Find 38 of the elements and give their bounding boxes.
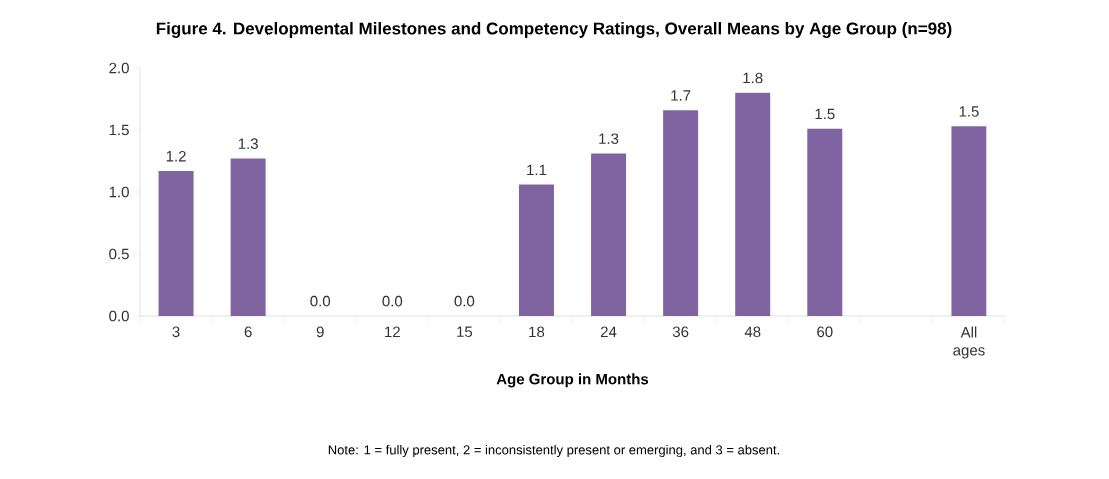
text: Note: 1 = fully present, 2 = inconsistently present or emerging, and 3 = absent. — [328, 444, 779, 458]
data-label: 1.3 — [599, 133, 619, 145]
y-tick-label: 0.0 — [109, 310, 129, 322]
data-label: 0.0 — [454, 295, 475, 307]
x-tick-label: 60 — [817, 326, 833, 338]
chart-title: Figure 4. Developmental Milestones and Competency Ratings, Overall Means by Age Group (n=98) — [156, 22, 952, 38]
data-label: 0.0 — [310, 295, 331, 307]
x-tick-label: All ages — [953, 326, 985, 359]
x-tick-label: 9 — [316, 326, 324, 338]
data-label: 1.8 — [743, 72, 763, 84]
y-tick-label: 2.0 — [109, 62, 129, 74]
x-tick-label: 48 — [744, 326, 761, 338]
data-label: 1.1 — [527, 164, 547, 176]
bar — [518, 184, 554, 316]
x-tick-label: 3 — [172, 326, 180, 338]
bar — [807, 128, 843, 316]
bar — [158, 170, 194, 316]
y-tick-label: 1.5 — [109, 124, 129, 136]
y-tick-label: 0.5 — [109, 248, 129, 260]
x-tick-label: 12 — [385, 326, 400, 337]
data-label: 1.5 — [959, 106, 979, 117]
x-axis-title: Age Group in Months — [496, 373, 649, 388]
y-tick-label: 1.0 — [109, 186, 129, 198]
bar — [230, 158, 266, 316]
x-tick-label: 36 — [672, 326, 689, 338]
bar — [663, 110, 699, 316]
x-tick-label: 15 — [457, 326, 473, 337]
bar — [735, 92, 771, 316]
bar — [591, 153, 627, 316]
data-label: 1.5 — [815, 108, 835, 120]
x-tick-label: 24 — [600, 326, 617, 337]
x-tick-label: 6 — [244, 326, 252, 338]
x-tick-label: 18 — [529, 326, 545, 338]
data-label: 1.7 — [671, 90, 691, 101]
bar — [951, 126, 987, 316]
data-label: 0.0 — [382, 295, 403, 307]
data-label: 1.3 — [238, 138, 258, 149]
data-label: 1.2 — [166, 150, 186, 162]
